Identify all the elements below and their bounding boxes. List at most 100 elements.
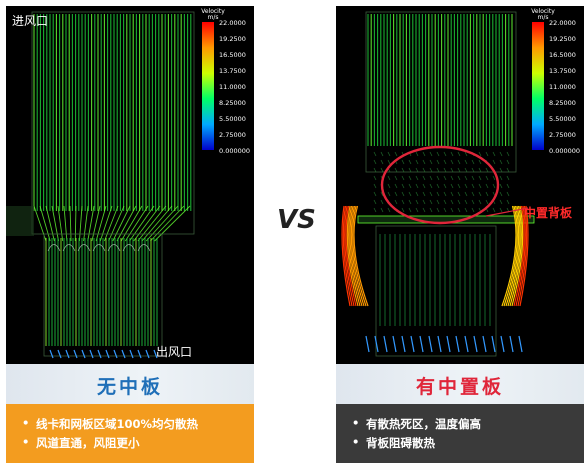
dead-zone-vector — [394, 199, 398, 205]
converging-flow-line — [95, 205, 107, 242]
exhaust-vector — [491, 335, 496, 353]
dead-zone-vector — [499, 199, 503, 205]
dead-zone-vector — [422, 167, 426, 173]
right-bypass-flow — [513, 205, 525, 307]
dead-zone-vector — [422, 151, 426, 157]
dead-zone-vector — [464, 167, 468, 173]
converging-flow-line — [141, 205, 173, 242]
exhaust-vector — [437, 335, 442, 353]
dead-zone-vector — [429, 183, 433, 189]
dead-zone-vector — [478, 159, 482, 165]
dead-zone-vector — [436, 159, 440, 165]
dead-zone-vector — [429, 151, 433, 157]
dead-zone-vector — [464, 151, 468, 157]
right-bypass-flow — [503, 205, 518, 307]
converging-flow-line — [137, 205, 167, 242]
dead-zone-vector — [373, 207, 377, 213]
dead-zone-vector — [478, 167, 482, 173]
dead-zone-vector — [436, 167, 440, 173]
velocity-tick-label: 2.75000 — [219, 131, 246, 139]
left-bypass-flow — [342, 205, 353, 307]
dead-zone-vector — [464, 175, 468, 181]
converging-flow-line — [57, 205, 64, 242]
dead-zone-vector — [408, 207, 412, 213]
velocity-tick-label: 2.75000 — [549, 131, 576, 139]
dead-zone-vector — [436, 183, 440, 189]
dead-zone-vector — [506, 159, 510, 165]
dead-zone-vector — [464, 207, 468, 213]
exhaust-vector — [482, 335, 487, 353]
dead-zone-vector — [373, 159, 377, 165]
dead-zone-vector — [471, 175, 475, 181]
dead-zone-vector — [478, 191, 482, 197]
dead-zone-vector — [422, 183, 426, 189]
exhaust-vector — [383, 335, 388, 353]
dead-zone-vector — [394, 183, 398, 189]
dead-zone-vector — [415, 191, 419, 197]
velocity-tick-label: 22.0000 — [219, 19, 246, 27]
left-bypass-flow — [345, 205, 357, 307]
dead-zone-vector — [492, 207, 496, 213]
dead-zone-vector — [394, 175, 398, 181]
dead-zone-vector — [380, 167, 384, 173]
dead-zone-vector — [471, 167, 475, 173]
converging-flow-line — [69, 205, 72, 242]
velocity-scale-title: Velocity m/s — [531, 8, 555, 21]
dead-zone-vector — [401, 183, 405, 189]
left-bypass-flow — [348, 205, 361, 307]
dead-zone-vector — [478, 183, 482, 189]
dead-zone-vector — [499, 183, 503, 189]
left-bypass-flow — [352, 205, 367, 307]
exhaust-vector — [374, 335, 379, 353]
dead-zone-vector — [373, 167, 377, 173]
dead-zone-vector — [380, 207, 384, 213]
dead-zone-vector — [443, 151, 447, 157]
fan-swirl — [122, 244, 136, 252]
converging-flow-line — [51, 205, 59, 242]
dead-zone-vector — [394, 167, 398, 173]
left-side-wall — [6, 206, 34, 236]
right-bypass-flow — [511, 205, 524, 307]
dead-zone-vector — [471, 207, 475, 213]
converging-flow-line — [112, 205, 131, 242]
dead-zone-vector — [415, 199, 419, 205]
dead-zone-vector — [443, 191, 447, 197]
exhaust-vector — [392, 335, 397, 353]
right-bypass-flow — [505, 205, 520, 307]
converging-flow-line — [78, 205, 83, 242]
converging-flow-line — [145, 205, 179, 242]
converging-flow-line — [124, 205, 149, 242]
converging-flow-line — [108, 205, 125, 242]
dead-zone-vector — [408, 159, 412, 165]
dead-zone-vector — [380, 159, 384, 165]
right-bullet-item: • 有散热死区，温度偏高 — [352, 416, 481, 432]
exhaust-vector — [89, 349, 94, 359]
dead-zone-vector — [422, 175, 426, 181]
dead-zone-vector — [373, 175, 377, 181]
dead-zone-vector — [401, 167, 405, 173]
exhaust-vector — [410, 335, 415, 353]
dead-zone-vector — [492, 159, 496, 165]
velocity-tick-label: 8.25000 — [549, 99, 576, 107]
dead-zone-vector — [450, 175, 454, 181]
velocity-tick-label: 19.2500 — [219, 35, 246, 43]
left-bullet-item: • 线卡和网板区域100%均匀散热 — [22, 416, 198, 432]
velocity-tick-label: 0.000000 — [219, 147, 251, 155]
dead-zone-vector — [457, 151, 461, 157]
exhaust-vector — [365, 335, 370, 353]
dead-zone-vector — [380, 199, 384, 205]
converging-flow-line — [83, 205, 89, 242]
dead-zone-vector — [436, 151, 440, 157]
bullet-dot-icon: • — [22, 416, 30, 430]
dead-zone-vector — [499, 207, 503, 213]
dead-zone-vector — [401, 207, 405, 213]
dead-zone-vector — [429, 199, 433, 205]
exhaust-vector — [464, 335, 469, 353]
exhaust-vector — [145, 349, 150, 359]
exhaust-vector — [73, 349, 78, 359]
dead-zone-vector — [408, 167, 412, 173]
dead-zone-vector — [464, 199, 468, 205]
dead-zone-vector — [506, 175, 510, 181]
velocity-tick-label: 16.5000 — [549, 51, 576, 59]
exhaust-vector — [518, 335, 523, 353]
